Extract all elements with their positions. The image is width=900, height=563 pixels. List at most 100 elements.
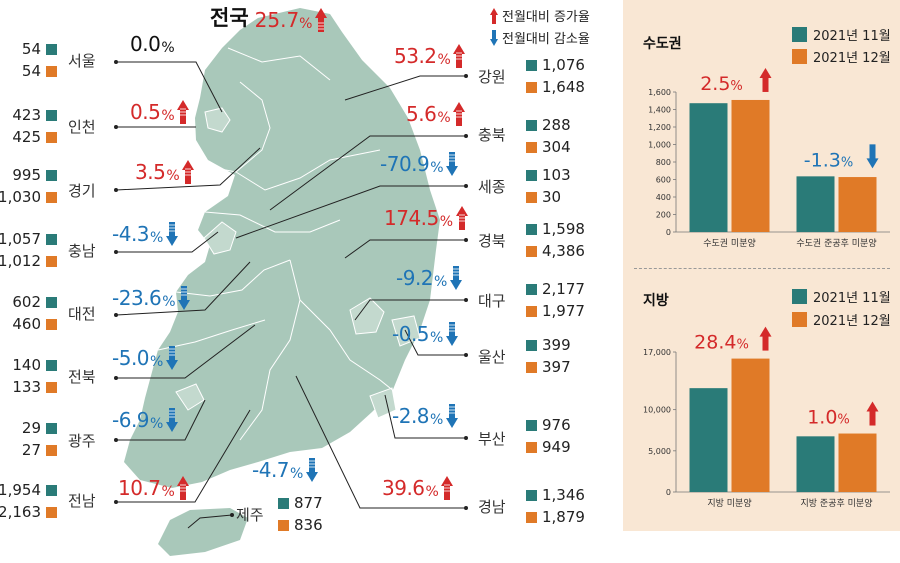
value-text: 949	[542, 438, 571, 456]
value-text: 304	[542, 138, 571, 156]
leader-dot	[114, 313, 118, 317]
chart-title-local: 지방	[643, 293, 669, 309]
swatch-nov	[526, 169, 537, 181]
leader-dot	[464, 74, 468, 78]
pct-unit: %	[162, 294, 176, 310]
region-name: 경기	[68, 182, 96, 200]
up-arrow-icon	[441, 476, 454, 500]
pct-value: 174.5	[384, 206, 439, 230]
down-arrow-icon	[445, 404, 458, 428]
value-text: 103	[542, 166, 571, 184]
up-arrow-icon	[315, 8, 328, 32]
page-title: 전국	[210, 6, 249, 30]
swatch-dec	[526, 141, 537, 153]
swatch-nov	[526, 489, 537, 501]
legend-label: 2021년 12월	[813, 314, 891, 329]
region-value-nov: 1,954	[0, 481, 62, 499]
key-down-label: 전월대비 감소율	[502, 32, 590, 47]
region-value-nov: 1,346	[526, 486, 585, 504]
pct-value: -4.3	[112, 222, 150, 246]
pct-value: -0.5	[392, 322, 430, 346]
leader-dot	[114, 188, 118, 192]
region-change-pct: -2.8%	[392, 404, 458, 428]
swatch-dec	[46, 506, 57, 518]
region-change-pct: -23.6%	[112, 286, 191, 310]
pct-unit: %	[437, 110, 451, 126]
region-name: 서울	[68, 52, 96, 70]
pct-unit: %	[150, 230, 163, 246]
leader-line	[344, 75, 466, 101]
leader-line	[344, 239, 466, 259]
value-text: 27	[21, 441, 41, 459]
region-value-nov: 54	[22, 40, 62, 58]
pct-value: -5.0	[112, 346, 150, 370]
leader-dot	[114, 250, 118, 254]
region-value-dec: 1,012	[0, 252, 62, 270]
region-value-dec: 1,879	[526, 508, 585, 526]
up-arrow-icon	[490, 7, 498, 24]
panel-divider	[634, 268, 890, 269]
down-arrow-icon	[449, 266, 462, 290]
value-text: 140	[12, 356, 41, 374]
pct-value: -4.7	[252, 458, 290, 482]
legend-swatch-dec	[792, 49, 807, 64]
region-change-pct: 0.5%	[130, 100, 190, 124]
region-change-pct: 174.5%	[384, 206, 468, 230]
region-value-dec: 27	[22, 441, 62, 459]
region-value-dec: 949	[526, 438, 571, 456]
value-text: 425	[12, 128, 41, 146]
value-text: 836	[294, 516, 323, 534]
region-name: 광주	[68, 432, 96, 450]
swatch-nov	[46, 109, 57, 121]
value-text: 877	[294, 494, 323, 512]
swatch-nov	[526, 223, 537, 235]
pct-unit: %	[437, 52, 451, 68]
swatch-nov	[46, 169, 57, 181]
value-text: 1,012	[0, 252, 41, 270]
chart-title-capital: 수도권	[643, 36, 682, 52]
key-up: 전월대비 증가율	[490, 6, 590, 25]
title-pct-unit: %	[299, 16, 313, 32]
region-value-dec: 1,648	[526, 78, 585, 96]
value-text: 1,598	[542, 220, 585, 238]
region-name: 세종	[478, 178, 506, 196]
region-value-dec: 304	[526, 138, 571, 156]
region-name: 경남	[478, 498, 506, 516]
swatch-nov	[46, 233, 57, 245]
region-value-dec: 1,030	[0, 188, 62, 206]
region-change-pct: -4.3%	[112, 222, 178, 246]
legend-capital-dec: 2021년 12월	[792, 47, 891, 66]
pct-unit: %	[150, 416, 163, 432]
up-arrow-icon	[455, 206, 468, 230]
region-name: 부산	[478, 430, 506, 448]
value-text: 2,177	[542, 280, 585, 298]
value-text: 29	[21, 419, 41, 437]
value-text: 1,057	[0, 230, 41, 248]
korea-map	[114, 8, 468, 556]
swatch-dec	[46, 444, 57, 456]
region-value-nov: 423	[12, 106, 62, 124]
pct-unit: %	[150, 354, 163, 370]
value-text: 2,163	[0, 503, 41, 521]
key-down: 전월대비 감소율	[490, 28, 590, 47]
region-name: 충남	[68, 242, 96, 260]
pct-value: -23.6	[112, 286, 162, 310]
leader-dot	[114, 60, 118, 64]
value-text: 399	[542, 336, 571, 354]
down-arrow-icon	[446, 152, 459, 176]
legend-local-dec: 2021년 12월	[792, 310, 891, 329]
leader-line	[235, 185, 466, 239]
swatch-dec	[526, 81, 537, 93]
region-value-nov: 1,076	[526, 56, 585, 74]
region-name: 전남	[68, 492, 96, 510]
up-arrow-icon	[177, 476, 190, 500]
pct-value: -9.2	[396, 266, 434, 290]
value-text: 976	[542, 416, 571, 434]
legend-label: 2021년 12월	[813, 51, 891, 66]
pct-value: -2.8	[392, 404, 430, 428]
region-value-nov: 995	[12, 166, 62, 184]
leader-line	[116, 61, 223, 113]
pct-unit: %	[161, 40, 175, 56]
swatch-dec	[46, 255, 57, 267]
pct-unit: %	[434, 274, 447, 290]
